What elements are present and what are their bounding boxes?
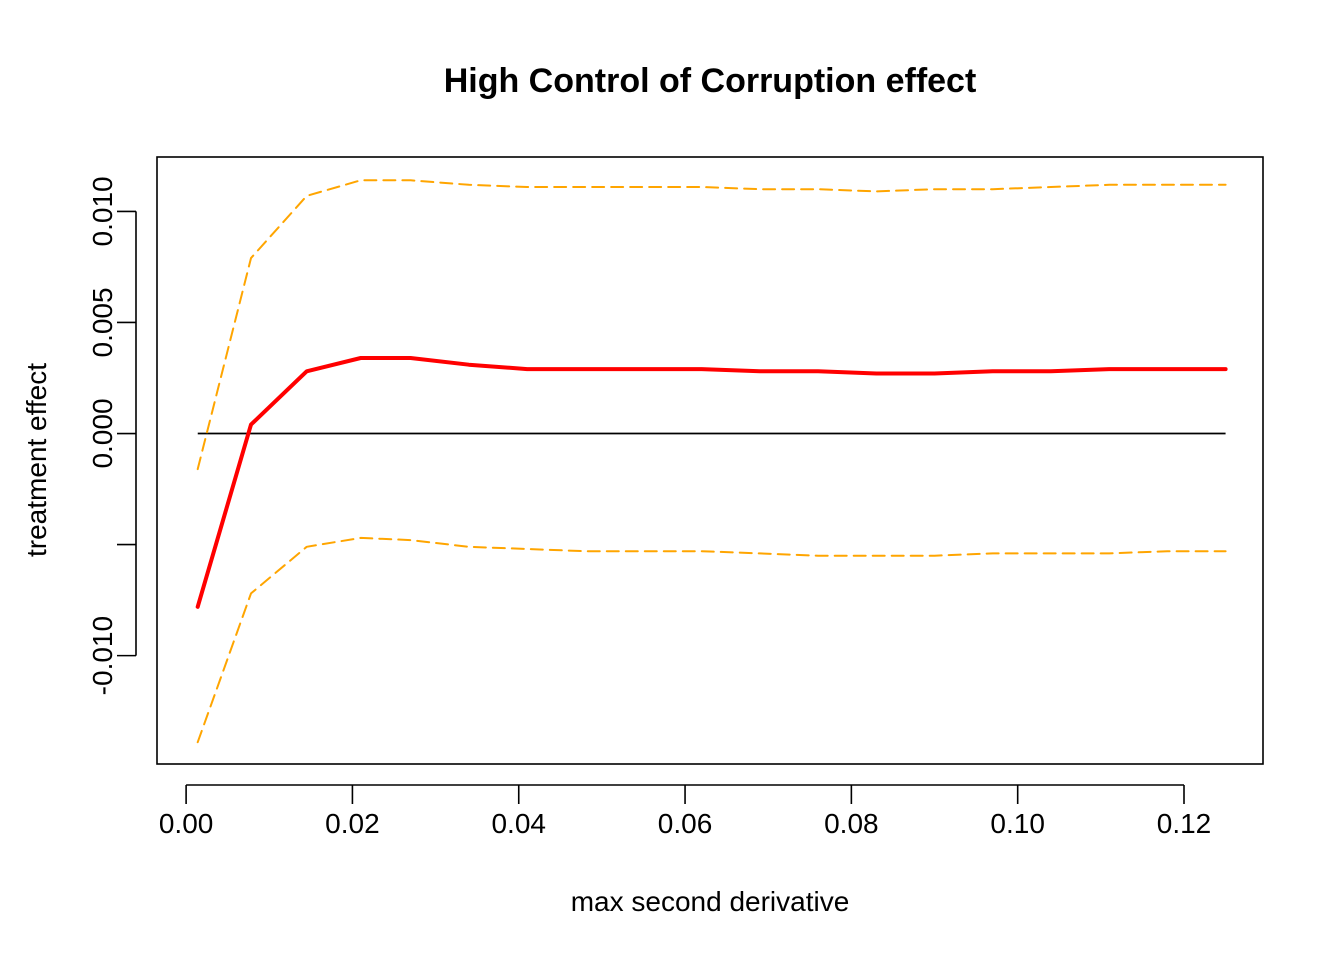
upper-bound-line: [196, 179, 1227, 471]
y-tick-label: 0.005: [87, 287, 118, 357]
x-tick-label: 0.10: [990, 808, 1045, 839]
y-axis-label: treatment effect: [21, 363, 52, 557]
y-tick-label: 0.000: [87, 398, 118, 468]
x-tick-label: 0.12: [1157, 808, 1212, 839]
lower-bound-line: [196, 536, 1227, 744]
x-axis-label: max second derivative: [571, 886, 850, 917]
x-tick-label: 0.02: [325, 808, 380, 839]
plot-frame: [156, 156, 1264, 765]
x-tick-label: 0.08: [824, 808, 879, 839]
axes-group: 0.00 0.02 0.04 0.06 0.08 0.10 0.12 -0.010 0.000 0…: [87, 156, 1264, 839]
y-tick-label: -0.010: [87, 616, 118, 695]
estimate-line: [195, 356, 1228, 609]
chart-title: High Control of Corruption effect: [444, 62, 977, 100]
y-tick-label: 0.010: [87, 176, 118, 246]
x-tick-label: 0.06: [658, 808, 713, 839]
x-tick-label: 0.04: [491, 808, 546, 839]
series-group: [195, 179, 1228, 744]
x-tick-label: 0.00: [159, 808, 214, 839]
